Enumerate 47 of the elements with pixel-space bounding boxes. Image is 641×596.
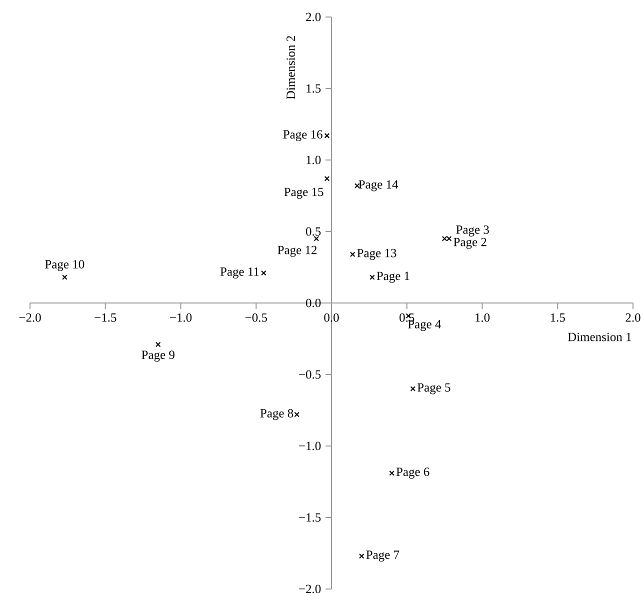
y-tick-label: 2.0 <box>306 12 321 22</box>
x-tick-label: 0.0 <box>324 313 339 322</box>
x-tick-label: −0.5 <box>245 313 267 322</box>
y-tick-label: 0.0 <box>306 298 321 308</box>
y-tick-label: −1.5 <box>299 513 321 522</box>
annotation: Page 8 <box>260 409 294 420</box>
x-tick-label: 1.5 <box>550 313 565 322</box>
annotation: Page 5 <box>417 383 450 394</box>
annotation: Page 9 <box>142 350 174 362</box>
point <box>370 274 375 280</box>
x-tick-label: −2.0 <box>19 313 41 322</box>
y-tick-label: 1.0 <box>306 156 321 164</box>
annotation: Page 3 <box>456 225 489 236</box>
point <box>155 342 161 348</box>
point <box>294 412 300 418</box>
annotation: Page 13 <box>357 248 396 260</box>
annotation: Page 10 <box>45 260 84 272</box>
annotation: Page 6 <box>396 468 430 479</box>
annotation: Page 2 <box>454 238 486 249</box>
annotation: Page 7 <box>366 550 400 562</box>
y-tick-label: 0.5 <box>306 227 321 236</box>
point <box>358 553 364 559</box>
y-tick-label: −1.0 <box>299 442 321 450</box>
point <box>260 270 266 276</box>
point <box>410 386 416 392</box>
x-tick-label: −1.5 <box>94 313 116 322</box>
point <box>62 274 68 280</box>
annotation: Page 15 <box>284 188 324 199</box>
annotation: Page 14 <box>358 180 398 192</box>
point <box>324 176 330 182</box>
point <box>350 252 356 258</box>
point <box>324 133 330 138</box>
x-tick-label: 1.0 <box>476 313 490 322</box>
point <box>314 236 320 242</box>
y-tick-label: −0.5 <box>299 370 321 379</box>
point <box>389 470 394 476</box>
annotation: Page 4 <box>408 320 442 331</box>
annotation: Page 12 <box>278 246 317 257</box>
x-tick-label: 2.0 <box>626 313 640 322</box>
annotation: Page 1 <box>376 272 410 283</box>
y-tick-label: 1.5 <box>306 84 321 93</box>
x-axis-title: Dimension 1 <box>568 332 632 342</box>
annotation: Page 16 <box>283 130 322 142</box>
y-tick-label: −2.0 <box>299 584 321 594</box>
annotation: Page 11 <box>220 267 259 278</box>
x-tick-label: −1.0 <box>170 313 192 322</box>
y-axis-title: Dimension 2 <box>286 36 295 100</box>
